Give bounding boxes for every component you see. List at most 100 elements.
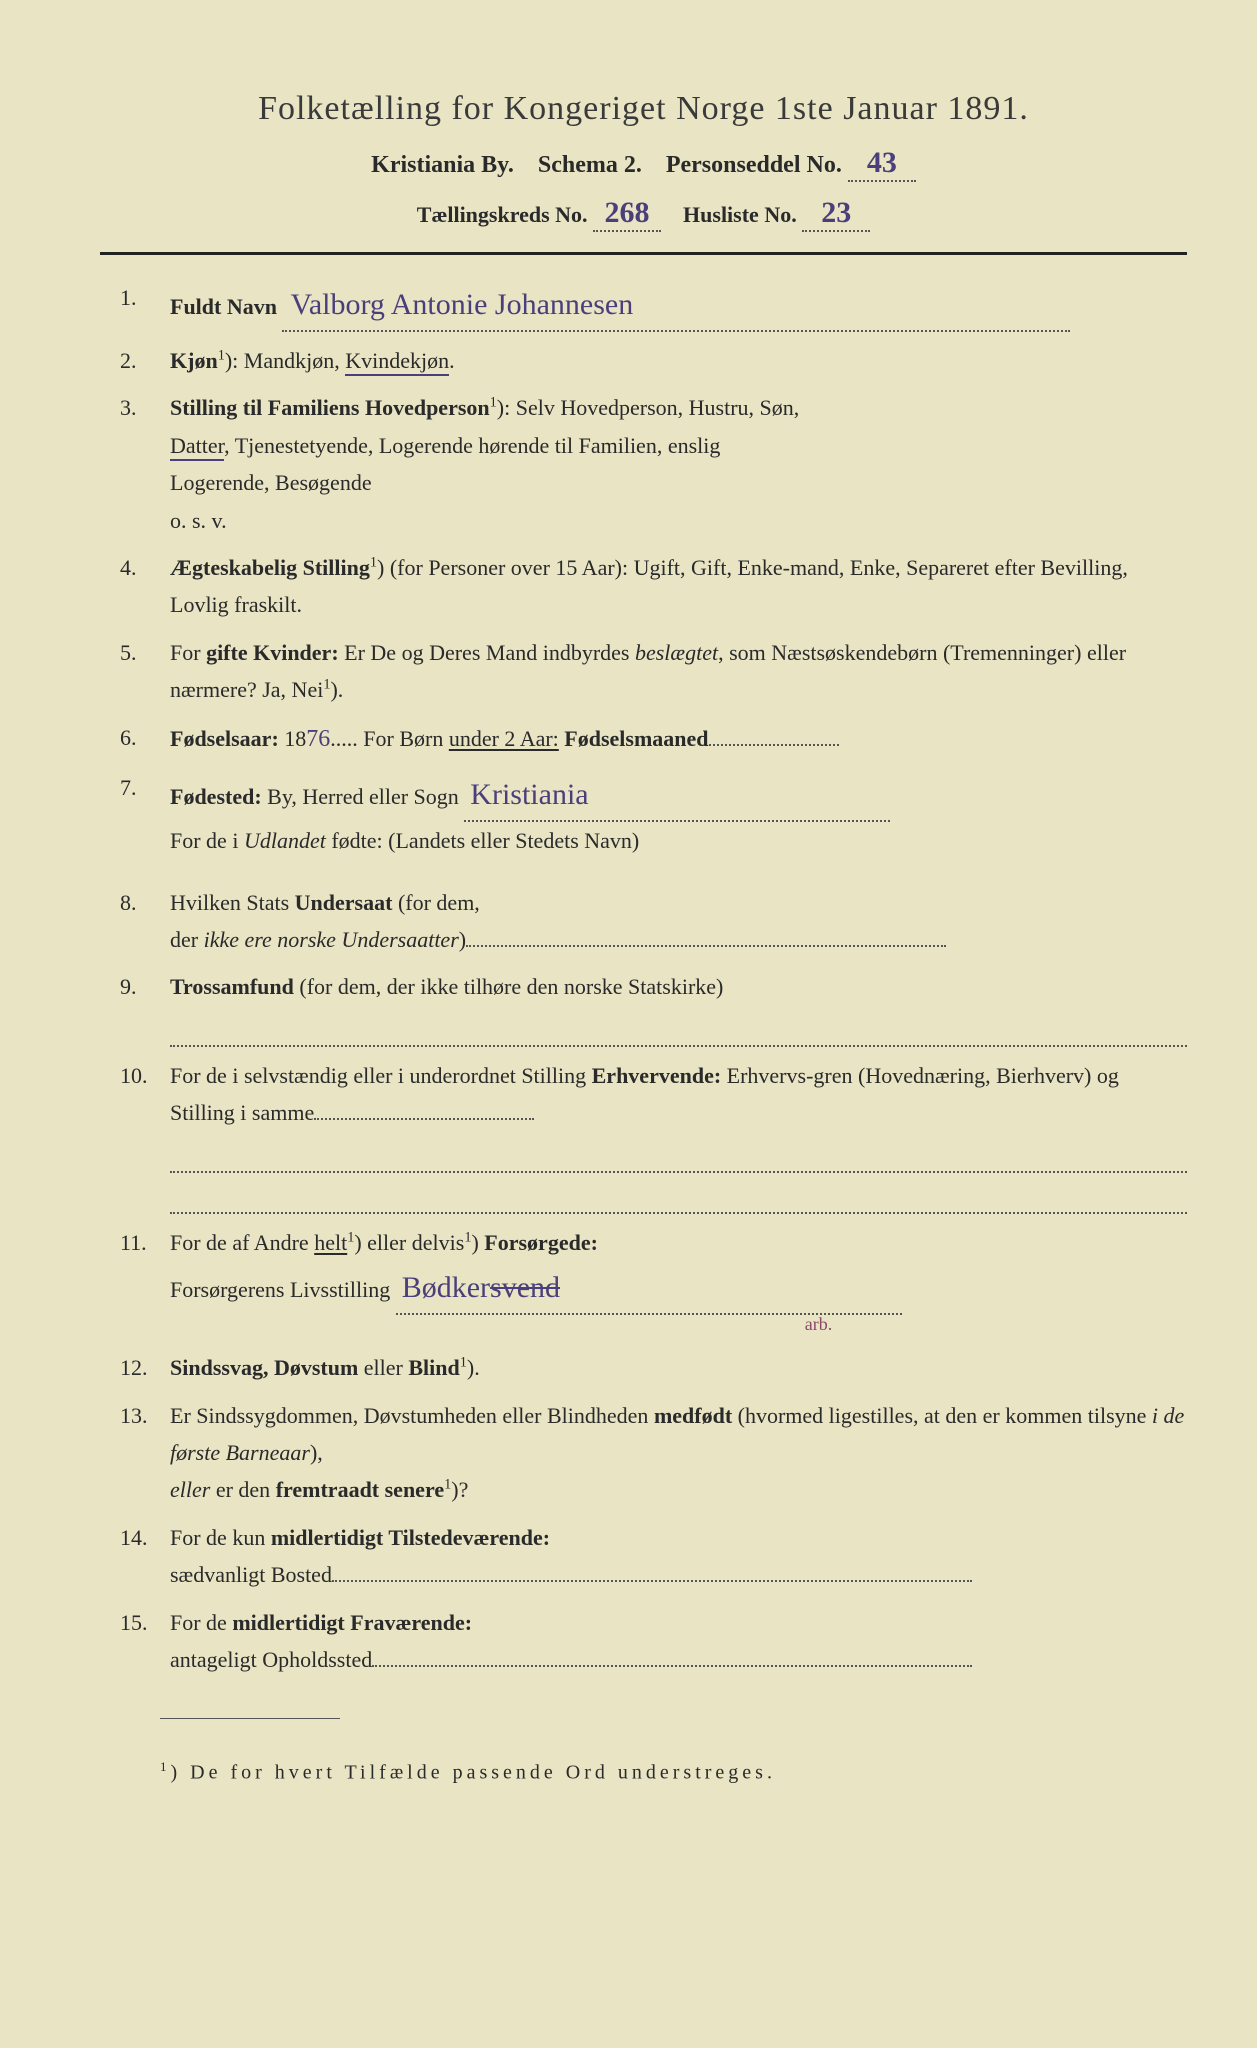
disability-text: eller	[358, 1355, 408, 1380]
personseddel-label: Personseddel No.	[666, 152, 842, 178]
subject-text: Hvilken Stats	[170, 890, 295, 915]
present-line2: sædvanligt Bosted	[170, 1562, 332, 1587]
footnote-ref: 1	[370, 555, 377, 571]
religion-blank	[170, 1010, 1187, 1047]
birthplace-line2-pre: For de i	[170, 828, 244, 853]
supporter-struck: svend	[490, 1262, 560, 1313]
birthplace-line2-italic: Udlandet	[244, 828, 326, 853]
supporter-label: Forsørgerens Livsstilling	[170, 1277, 396, 1302]
personseddel-no: 43	[848, 146, 916, 182]
footnote-rule	[160, 1718, 340, 1719]
relation-selected: Datter	[170, 433, 224, 461]
subject-line2-post: )	[459, 927, 466, 952]
item-number: 13.	[120, 1397, 170, 1509]
sex-selected: Kvindekjøn	[345, 348, 449, 376]
supporter-value: Bødker	[402, 1262, 490, 1313]
item-6: 6. Fødselsaar: 1876..... For Børn under …	[120, 719, 1187, 760]
form-header: Folketælling for Kongeriget Norge 1ste J…	[100, 90, 1187, 232]
item-content: Fødested: By, Herred eller Sogn Kristian…	[170, 769, 1187, 859]
item-9: 9. Trossamfund (for dem, der ikke tilhør…	[120, 968, 1187, 1047]
census-form-page: Folketælling for Kongeriget Norge 1ste J…	[0, 0, 1257, 2048]
item-content: Fuldt Navn Valborg Antonie Johannesen	[170, 279, 1187, 332]
supported-text2: ) eller delvis	[354, 1230, 464, 1255]
footnote-text: ) De for hvert Tilfælde passende Ord und…	[171, 1762, 776, 1784]
subject-line2-pre: der	[170, 927, 204, 952]
subheader-line1: Kristiania By. Schema 2. Personseddel No…	[100, 146, 1187, 182]
item-content: Stilling til Familiens Hovedperson1): Se…	[170, 389, 1187, 539]
item-5: 5. For gifte Kvinder: Er De og Deres Man…	[120, 634, 1187, 709]
present-text: For de kun	[170, 1525, 271, 1550]
supporter-value-wrap: Bødkersvend	[396, 1262, 902, 1315]
item-7: 7. Fødested: By, Herred eller Sogn Krist…	[120, 769, 1187, 859]
item-15: 15. For de midlertidigt Fraværende: anta…	[120, 1604, 1187, 1679]
present-blank	[332, 1580, 972, 1582]
married-text: Er De og Deres Mand indbyrdes	[339, 640, 635, 665]
item-number: 15.	[120, 1604, 170, 1679]
supported-helt: helt	[314, 1230, 347, 1255]
birthyear-prefix: 18	[279, 726, 307, 751]
city-label: Kristiania By.	[371, 152, 514, 178]
supported-text: For de af Andre	[170, 1230, 314, 1255]
item-2: 2. Kjøn1): Mandkjøn, Kvindekjøn.	[120, 342, 1187, 379]
item-10: 10. For de i selvstændig eller i underor…	[120, 1057, 1187, 1214]
item-number: 8.	[120, 884, 170, 959]
item-4: 4. Ægteskabelig Stilling1) (for Personer…	[120, 549, 1187, 624]
item-number: 14.	[120, 1519, 170, 1594]
birthplace-value: Kristiania	[464, 769, 890, 822]
item-content: For de af Andre helt1) eller delvis1) Fo…	[170, 1224, 1187, 1339]
congenital-line3-text: er den	[210, 1477, 275, 1502]
subheader-line2: Tællingskreds No. 268 Husliste No. 23	[100, 196, 1187, 232]
schema-label: Schema 2.	[538, 152, 642, 178]
fullname-value: Valborg Antonie Johannesen	[282, 279, 1070, 332]
item-content: Hvilken Stats Undersaat (for dem, der ik…	[170, 884, 1187, 959]
sex-option-male: Mandkjøn,	[244, 348, 345, 373]
item-content: For gifte Kvinder: Er De og Deres Mand i…	[170, 634, 1187, 709]
subject-blank	[466, 945, 946, 947]
item-12: 12. Sindssvag, Døvstum eller Blind1).	[120, 1349, 1187, 1386]
item-number: 6.	[120, 719, 170, 760]
absent-blank	[372, 1665, 972, 1667]
item-number: 1.	[120, 279, 170, 332]
birthplace-label: Fødested:	[170, 784, 262, 809]
item-number: 7.	[120, 769, 170, 859]
item-number: 12.	[120, 1349, 170, 1386]
header-rule	[100, 252, 1187, 255]
married-prefix: For	[170, 640, 206, 665]
congenital-text: Er Sindssygdommen, Døvstumheden eller Bl…	[170, 1403, 654, 1428]
sex-label: Kjøn	[170, 348, 218, 373]
congenital-bold: medfødt	[654, 1403, 732, 1428]
relation-options-2: , Tjenestetyende, Logerende hørende til …	[224, 433, 720, 458]
item-content: Sindssvag, Døvstum eller Blind1).	[170, 1349, 1187, 1386]
birthmonth-label: Fødselsmaaned	[564, 726, 708, 751]
birthmonth-blank	[709, 744, 839, 746]
occupation-text: For de i selvstændig eller i underordnet…	[170, 1063, 592, 1088]
main-title: Folketælling for Kongeriget Norge 1ste J…	[100, 90, 1187, 128]
birthplace-text: By, Herred eller Sogn	[262, 784, 465, 809]
religion-text: (for dem, der ikke tilhøre den norske St…	[294, 974, 723, 999]
congenital-line3-italic: eller	[170, 1477, 210, 1502]
item-content: For de i selvstændig eller i underordnet…	[170, 1057, 1187, 1214]
item-14: 14. For de kun midlertidigt Tilstedevære…	[120, 1519, 1187, 1594]
footnote-ref: 1	[218, 348, 225, 364]
disability-bold2: Blind	[408, 1355, 459, 1380]
congenital-text2: (hvormed ligestilles, at den er kommen t…	[732, 1403, 1152, 1428]
item-number: 2.	[120, 342, 170, 379]
under2-label: under 2 Aar:	[449, 726, 559, 751]
occupation-blank2	[170, 1136, 1187, 1173]
birthyear-dots: ..... For Børn	[330, 726, 449, 751]
relation-options-4: o. s. v.	[170, 508, 227, 533]
occupation-bold: Erhvervende:	[592, 1063, 722, 1088]
footnote: 1) De for hvert Tilfælde passende Ord un…	[100, 1759, 1187, 1785]
birthyear-label: Fødselsaar:	[170, 726, 279, 751]
item-number: 4.	[120, 549, 170, 624]
husliste-label: Husliste No.	[683, 202, 797, 227]
disability-bold1: Sindssvag, Døvstum	[170, 1355, 358, 1380]
item-number: 9.	[120, 968, 170, 1047]
taellingskreds-label: Tællingskreds No.	[417, 202, 588, 227]
relation-label: Stilling til Familiens Hovedperson	[170, 395, 490, 420]
item-content: Fødselsaar: 1876..... For Børn under 2 A…	[170, 719, 1187, 760]
item-8: 8. Hvilken Stats Undersaat (for dem, der…	[120, 884, 1187, 959]
item-number: 10.	[120, 1057, 170, 1214]
married-end: ).	[330, 677, 343, 702]
item-1: 1. Fuldt Navn Valborg Antonie Johannesen	[120, 279, 1187, 332]
